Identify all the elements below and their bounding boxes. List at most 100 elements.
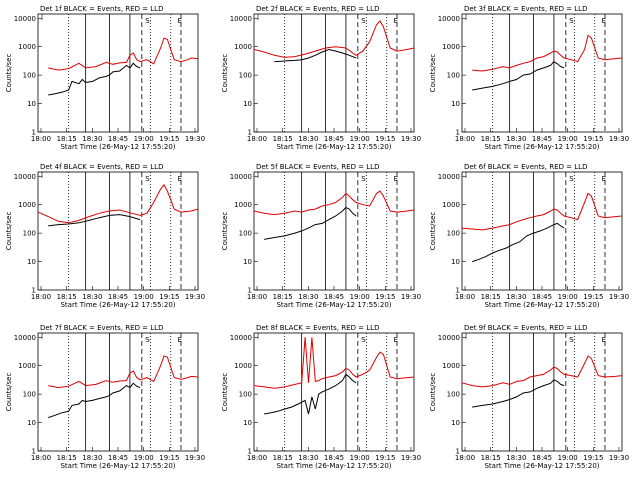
x-tick-label: 18:30 [506, 454, 526, 462]
region-label: S [569, 17, 574, 25]
lld-series-line [48, 355, 199, 389]
x-tick-label: 19:30 [401, 454, 421, 462]
region-label: S [145, 175, 150, 183]
plot-frame [37, 171, 199, 291]
x-tick-label: 19:00 [350, 454, 370, 462]
y-tick-label: 10000 [438, 334, 460, 342]
y-tick-label: 100 [447, 230, 460, 238]
x-tick-label: 19:15 [583, 293, 603, 301]
panel-title: Det 7f BLACK = Events, RED = LLD [40, 324, 163, 332]
lld-series-line [253, 337, 415, 389]
x-tick-label: 18:30 [82, 135, 102, 143]
plot-frame [461, 332, 623, 452]
region-label: S [569, 336, 574, 344]
y-tick-label: 1000 [442, 362, 460, 370]
x-tick-label: 19:30 [609, 293, 629, 301]
region-label: E [602, 336, 606, 344]
x-tick-label: 18:00 [455, 454, 475, 462]
panel-title: Det 5f BLACK = Events, RED = LLD [256, 163, 379, 171]
x-tick-label: 19:15 [375, 293, 395, 301]
x-tick-label: 19:30 [609, 135, 629, 143]
region-label: S [361, 336, 366, 344]
x-tick-label: 18:15 [57, 454, 77, 462]
panel-title: Det 3f BLACK = Events, RED = LLD [464, 5, 587, 13]
x-tick-label: 18:30 [298, 135, 318, 143]
x-axis-label: Start Time (26-May-12 17:55:20) [484, 143, 599, 151]
lld-series-line [461, 355, 623, 388]
x-tick-label: 18:30 [506, 293, 526, 301]
events-series-line [472, 60, 565, 91]
x-axis-label: Start Time (26-May-12 17:55:20) [276, 301, 391, 309]
region-label: S [361, 175, 366, 183]
region-label: E [178, 336, 182, 344]
detector-panel: Det 2f BLACK = Events, RED = LLD 1 10 100 10… [221, 5, 421, 151]
y-tick-label: 10 [451, 419, 460, 427]
y-tick-label: 1 [248, 287, 252, 295]
y-tick-label: 100 [23, 72, 36, 80]
region-label: E [394, 175, 398, 183]
region-label: S [569, 175, 574, 183]
y-tick-label: 10 [27, 419, 36, 427]
y-tick-label: 10 [27, 100, 36, 108]
events-series-line [472, 379, 565, 408]
x-tick-label: 18:30 [298, 293, 318, 301]
x-tick-label: 19:30 [609, 454, 629, 462]
x-axis-label: Start Time (26-May-12 17:55:20) [60, 143, 175, 151]
plot-frame [37, 13, 199, 133]
x-tick-label: 19:00 [350, 293, 370, 301]
x-axis-label: Start Time (26-May-12 17:55:20) [276, 462, 391, 470]
plot-frame [461, 13, 623, 133]
y-tick-label: 1000 [234, 362, 252, 370]
y-axis-label: Counts/sec [5, 212, 13, 251]
x-tick-label: 19:30 [185, 135, 205, 143]
x-tick-label: 18:30 [82, 293, 102, 301]
y-tick-label: 10000 [230, 334, 252, 342]
x-axis-label: Start Time (26-May-12 17:55:20) [60, 301, 175, 309]
y-tick-label: 1 [248, 129, 252, 137]
lld-series-line [253, 190, 415, 216]
x-tick-label: 18:45 [532, 135, 552, 143]
y-axis-label: Counts/sec [221, 373, 229, 412]
events-series-line [274, 48, 357, 63]
y-axis-label: Counts/sec [221, 54, 229, 93]
x-tick-label: 18:15 [57, 293, 77, 301]
y-tick-label: 10000 [230, 173, 252, 181]
lld-series-line [48, 37, 199, 71]
x-axis-label: Start Time (26-May-12 17:55:20) [484, 301, 599, 309]
x-tick-label: 18:15 [481, 135, 501, 143]
lld-series-line [253, 20, 415, 58]
x-tick-label: 19:30 [185, 454, 205, 462]
lld-series-line [472, 34, 623, 72]
y-tick-label: 1000 [442, 43, 460, 51]
events-series-line [48, 214, 141, 227]
y-tick-label: 1000 [442, 201, 460, 209]
y-tick-label: 1 [456, 129, 460, 137]
y-tick-label: 1000 [18, 201, 36, 209]
x-tick-label: 19:00 [134, 135, 154, 143]
region-label: E [178, 175, 182, 183]
x-tick-label: 19:15 [583, 454, 603, 462]
x-tick-label: 18:00 [247, 135, 267, 143]
lld-series-line [461, 192, 623, 231]
y-axis-label: Counts/sec [429, 212, 437, 251]
y-tick-label: 100 [239, 391, 252, 399]
x-tick-label: 18:00 [31, 454, 51, 462]
detector-panel: Det 5f BLACK = Events, RED = LLD 1 10 100 10… [221, 163, 421, 309]
region-label: E [602, 17, 606, 25]
y-tick-label: 1 [32, 448, 36, 456]
y-tick-label: 100 [23, 391, 36, 399]
y-tick-label: 10 [451, 258, 460, 266]
x-tick-label: 18:45 [324, 454, 344, 462]
x-tick-label: 19:15 [159, 135, 179, 143]
x-tick-label: 19:00 [558, 293, 578, 301]
x-tick-label: 18:00 [455, 293, 475, 301]
x-tick-label: 18:45 [324, 293, 344, 301]
y-tick-label: 1 [32, 129, 36, 137]
region-label: S [145, 17, 150, 25]
x-tick-label: 18:45 [108, 293, 128, 301]
plot-frame [461, 171, 623, 291]
region-label: E [394, 336, 398, 344]
x-tick-label: 19:15 [583, 135, 603, 143]
detector-panel: Det 7f BLACK = Events, RED = LLD 1 10 100 10… [5, 324, 205, 470]
x-tick-label: 18:00 [31, 293, 51, 301]
